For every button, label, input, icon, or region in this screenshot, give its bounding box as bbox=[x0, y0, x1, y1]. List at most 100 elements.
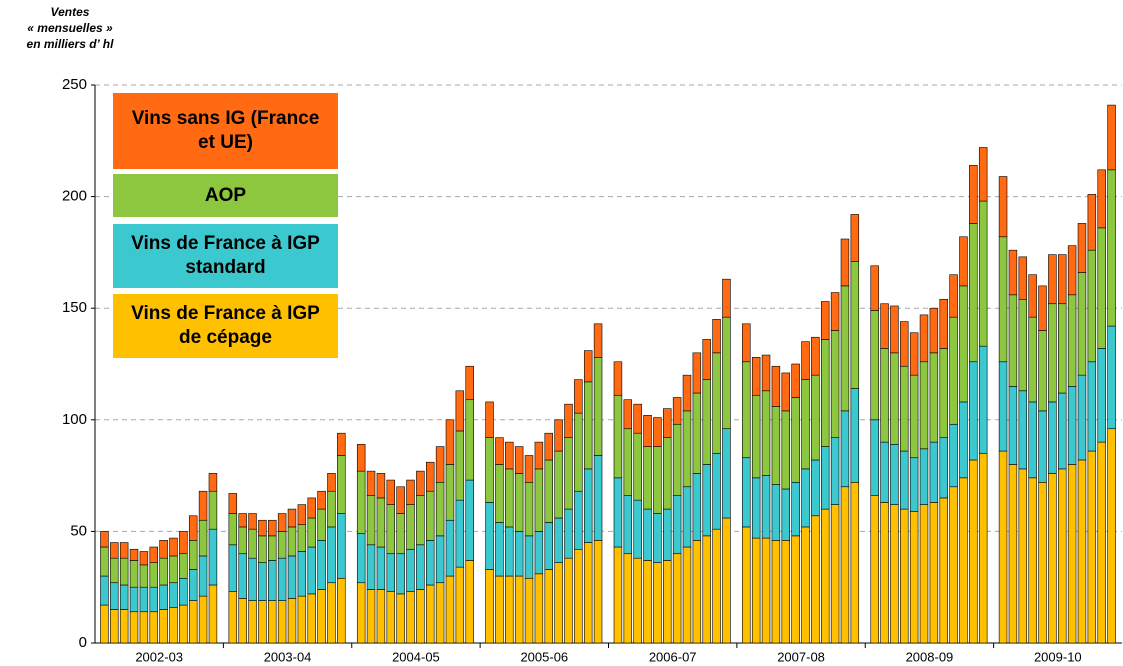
bar-segment bbox=[435, 535, 445, 584]
bar-segment bbox=[169, 606, 178, 644]
bar-segment bbox=[978, 200, 988, 347]
bar-segment bbox=[366, 589, 376, 644]
y-tick-label: 200 bbox=[62, 188, 87, 205]
bar-segment bbox=[1058, 392, 1067, 470]
bar-segment bbox=[623, 399, 633, 430]
bar-segment bbox=[801, 379, 810, 470]
bar-segment bbox=[801, 468, 810, 528]
bar-segment bbox=[1018, 298, 1028, 392]
bar-segment bbox=[435, 481, 445, 537]
bar-segment bbox=[544, 432, 553, 461]
bar-segment bbox=[742, 526, 751, 644]
bar-segment bbox=[751, 394, 761, 479]
y-label-line: en milliers d’ hl bbox=[26, 37, 114, 51]
bar-segment bbox=[1038, 285, 1047, 331]
bar-segment bbox=[198, 490, 208, 521]
bar-segment bbox=[179, 531, 188, 555]
bar-segment bbox=[850, 261, 860, 389]
bar-segment bbox=[574, 548, 583, 644]
bar-segment bbox=[129, 548, 139, 561]
bar-segment bbox=[208, 490, 218, 530]
bar-segment bbox=[840, 486, 850, 644]
bar-segment bbox=[820, 301, 830, 340]
bar-segment bbox=[337, 455, 346, 514]
bar-segment bbox=[317, 508, 326, 541]
bar-segment bbox=[692, 473, 702, 541]
bar-segment bbox=[495, 437, 504, 465]
bar-segment bbox=[564, 508, 573, 559]
bar-segment bbox=[129, 586, 139, 613]
bar-segment bbox=[1038, 410, 1047, 483]
bar-segment bbox=[208, 584, 218, 644]
bar-segment bbox=[890, 352, 899, 445]
bar-segment bbox=[406, 591, 415, 644]
bar-segment bbox=[416, 470, 425, 496]
x-tick-label: 2008-09 bbox=[906, 649, 954, 664]
bar-segment bbox=[258, 519, 267, 537]
bar-segment bbox=[277, 557, 287, 601]
bar-segment bbox=[791, 397, 800, 483]
bar-segment bbox=[998, 236, 1008, 363]
bar-segment bbox=[297, 504, 307, 526]
bar-segment bbox=[702, 379, 711, 465]
bar-segment bbox=[653, 562, 662, 644]
bar-segment bbox=[514, 531, 524, 577]
bar-segment bbox=[1058, 303, 1067, 394]
bar-segment bbox=[1107, 104, 1116, 171]
bar-segment bbox=[909, 374, 919, 459]
bar-segment bbox=[880, 502, 889, 644]
bar-segment bbox=[435, 446, 445, 483]
bar-segment bbox=[277, 531, 287, 559]
bar-segment bbox=[188, 569, 198, 601]
bar-segment bbox=[1107, 169, 1116, 327]
bar-segment bbox=[228, 513, 238, 546]
bar-segment bbox=[426, 540, 435, 586]
bar-segment bbox=[406, 479, 415, 505]
bar-segment bbox=[416, 589, 425, 644]
x-tick-label: 2003-04 bbox=[264, 649, 312, 664]
bar-segment bbox=[672, 423, 682, 496]
bar-segment bbox=[850, 214, 860, 262]
bar-segment bbox=[564, 557, 573, 644]
bar-segment bbox=[287, 555, 297, 599]
bar-segment bbox=[406, 504, 415, 550]
bar-segment bbox=[228, 493, 238, 514]
bar-segment bbox=[179, 577, 188, 606]
bar-segment bbox=[119, 584, 129, 610]
bar-segment bbox=[870, 310, 879, 421]
bar-segment bbox=[959, 477, 968, 644]
bar-segment bbox=[119, 557, 129, 586]
bar-segment bbox=[1018, 256, 1028, 300]
bar-segment bbox=[791, 535, 800, 644]
bar-segment bbox=[356, 533, 366, 584]
bar-segment bbox=[830, 292, 840, 331]
bar-segment bbox=[198, 555, 208, 597]
bar-segment bbox=[514, 446, 524, 474]
bar-segment bbox=[465, 399, 474, 481]
bar-segment bbox=[149, 546, 158, 563]
bar-segment bbox=[1087, 450, 1097, 644]
bar-segment bbox=[544, 569, 553, 644]
bar-segment bbox=[623, 495, 633, 555]
bar-segment bbox=[890, 305, 899, 354]
bar-segment bbox=[376, 589, 386, 644]
bar-segment bbox=[909, 511, 919, 644]
bar-segment bbox=[198, 519, 208, 557]
bar-segment bbox=[712, 319, 721, 354]
bar-segment bbox=[396, 593, 405, 644]
bar-segment bbox=[287, 508, 297, 528]
bar-segment bbox=[376, 546, 386, 590]
bar-segment bbox=[771, 484, 781, 541]
bar-segment bbox=[554, 419, 563, 452]
bar-segment bbox=[593, 357, 603, 456]
bar-segment bbox=[574, 379, 583, 414]
bar-segment bbox=[110, 557, 119, 584]
bar-segment bbox=[238, 598, 247, 644]
x-tick-label: 2006-07 bbox=[649, 649, 697, 664]
bar-segment bbox=[297, 595, 307, 644]
y-tick-label: 50 bbox=[70, 522, 87, 539]
bar-segment bbox=[682, 546, 692, 644]
bar-segment bbox=[909, 332, 919, 376]
bar-segment bbox=[277, 513, 287, 532]
